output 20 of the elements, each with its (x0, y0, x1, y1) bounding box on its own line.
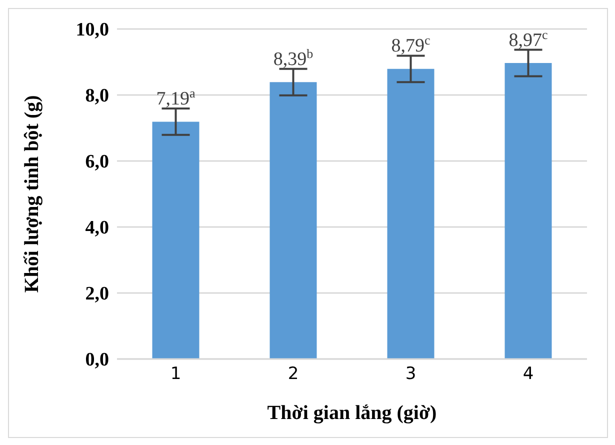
x-tick-label: 1 (170, 364, 182, 384)
y-tick-label: 8,0 (85, 86, 109, 107)
data-label: 8,79$^{c}$ (391, 32, 430, 57)
data-label: 8,97$^{c}$ (508, 26, 548, 51)
data-label: 8,39$^{b}$ (273, 45, 314, 70)
x-tick-label: 3 (405, 364, 416, 384)
bar (152, 122, 200, 359)
y-tick-label: 2,0 (85, 284, 109, 305)
y-tick-label: 0,0 (85, 350, 109, 371)
y-tick-label: 4,0 (85, 218, 109, 239)
y-tick-label: 6,0 (85, 152, 109, 173)
x-tick-label: 4 (522, 364, 534, 384)
y-tick-label: 10,0 (76, 20, 109, 41)
y-axis-title: Khối lượng tinh bột (g) (21, 95, 44, 293)
x-axis-title: Thời gian lắng (giờ) (267, 402, 437, 424)
bar (387, 68, 434, 359)
bar (270, 82, 317, 359)
bar (504, 62, 552, 359)
data-label: 7,19$^{a}$ (156, 85, 196, 110)
x-tick-label: 2 (288, 364, 299, 384)
